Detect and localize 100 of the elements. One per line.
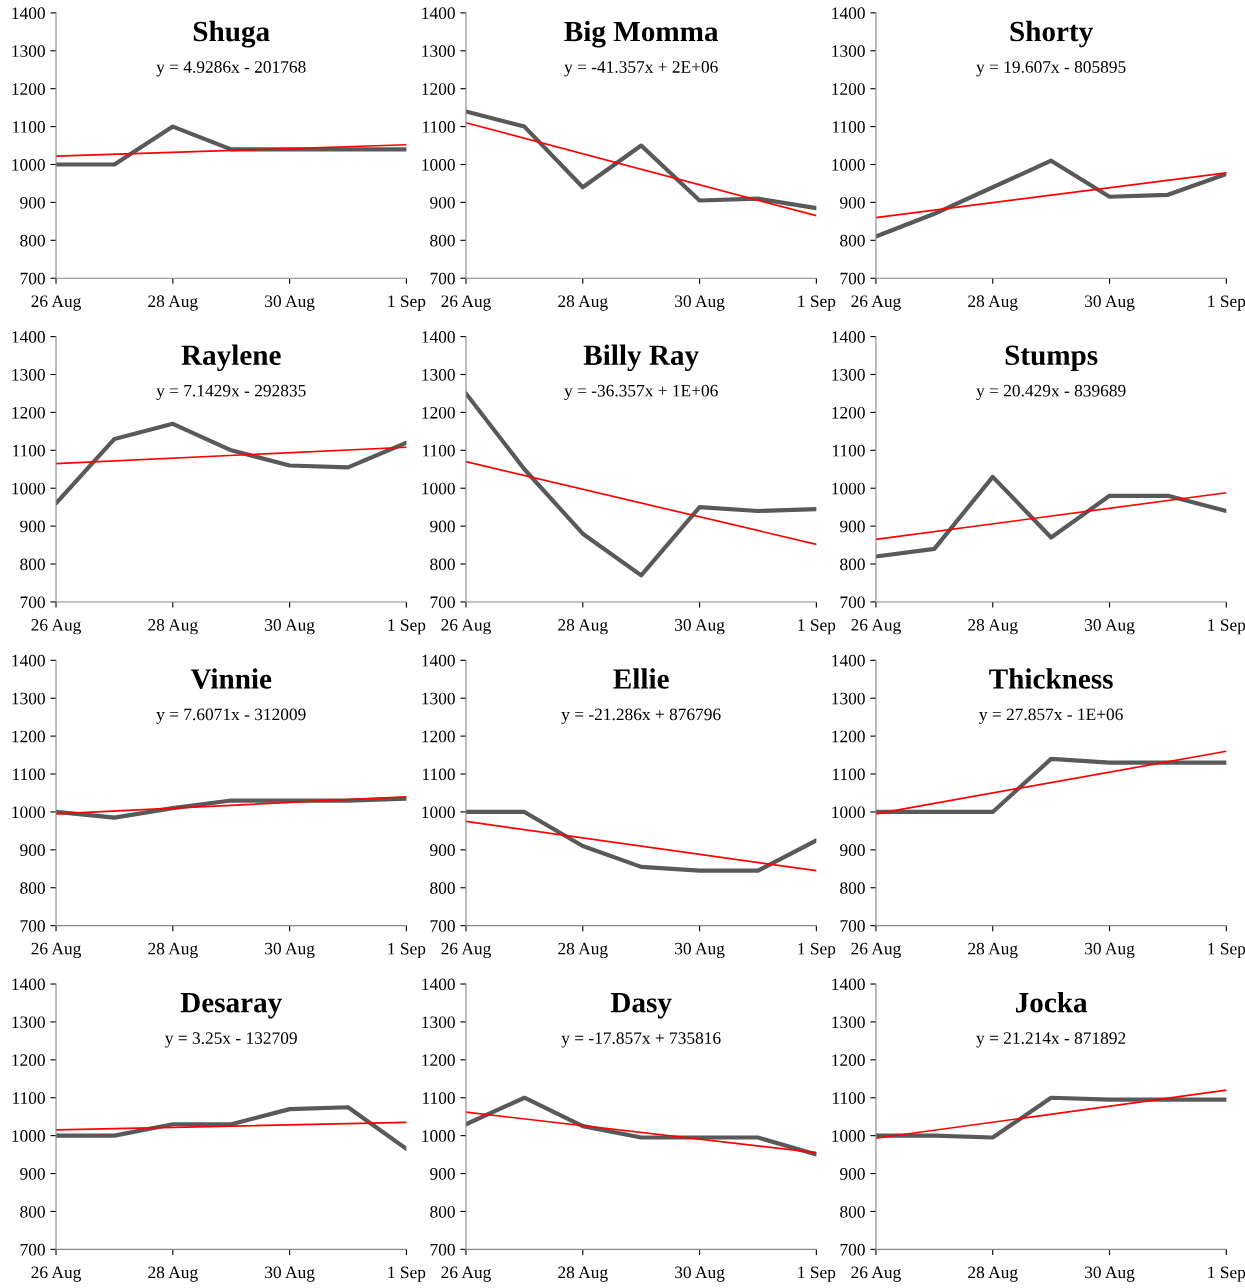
y-tick-label: 1300 xyxy=(12,45,45,57)
y-tick-label: 700 xyxy=(20,596,45,609)
y-tick-label: 800 xyxy=(840,234,865,247)
line-series xyxy=(56,421,407,506)
y-tick-label: 1000 xyxy=(12,1130,45,1142)
y-tick-label: 1000 xyxy=(422,1130,455,1142)
y-tick-label: 700 xyxy=(20,920,45,932)
y-tick-label: 900 xyxy=(430,520,455,533)
x-tick-label: 26 Aug xyxy=(441,619,491,635)
y-tick-label: 1100 xyxy=(832,768,865,781)
x-tick-label: 30 Aug xyxy=(1085,1266,1135,1282)
y-tick-label: 1200 xyxy=(12,730,45,743)
y-tick-label: 700 xyxy=(20,1243,45,1256)
x-tick-label: 28 Aug xyxy=(558,295,608,311)
y-tick-label: 1100 xyxy=(423,1092,455,1104)
y-tick-label: 1300 xyxy=(422,692,455,705)
annotation: y = 19.607x - 805895 xyxy=(976,61,1126,77)
x-tick-label: 28 Aug xyxy=(558,1266,608,1282)
x-tick-label: 26 Aug xyxy=(31,619,82,635)
x-tick-label: 26 Aug xyxy=(851,619,901,635)
y-tick-label: 1400 xyxy=(12,978,45,991)
y-tick-label: 1300 xyxy=(832,1016,865,1029)
y-tick-label: 900 xyxy=(840,520,865,533)
x-tick-label: 1 Sep xyxy=(798,619,836,635)
annotation: y = -17.857x + 735816 xyxy=(561,1032,721,1048)
y-tick-label: 1400 xyxy=(422,331,455,343)
chart-title: Jocka xyxy=(1015,991,1088,1013)
x-tick-label: 28 Aug xyxy=(148,295,198,311)
y-tick-label: 1400 xyxy=(832,978,865,991)
x-tick-label: 1 Sep xyxy=(798,942,836,959)
y-tick-label: 1100 xyxy=(832,444,865,457)
y-tick-label: 900 xyxy=(20,1168,45,1180)
y-tick-label: 800 xyxy=(840,558,865,571)
y-tick-label: 1100 xyxy=(423,768,455,781)
x-tick-label: 28 Aug xyxy=(148,1266,198,1282)
y-tick-label: 1100 xyxy=(13,1092,45,1104)
y-tick-label: 1400 xyxy=(832,331,865,343)
x-tick-label: 28 Aug xyxy=(558,619,608,635)
y-tick-label: 1300 xyxy=(832,692,865,705)
y-tick-label: 1000 xyxy=(832,1130,865,1142)
y-tick-label: 800 xyxy=(20,1205,45,1218)
y-tick-label: 900 xyxy=(430,1168,455,1180)
y-tick-label: 1300 xyxy=(422,45,455,57)
x-tick-label: 30 Aug xyxy=(265,942,315,959)
y-tick-label: 800 xyxy=(840,882,865,894)
x-tick-label: 26 Aug xyxy=(851,942,901,959)
y-tick-label: 1400 xyxy=(422,7,455,20)
y-tick-label: 1000 xyxy=(422,806,455,819)
x-tick-label: 28 Aug xyxy=(968,295,1018,311)
y-tick-label: 900 xyxy=(20,844,45,857)
y-tick-label: 800 xyxy=(430,882,455,894)
y-tick-label: 1200 xyxy=(832,83,865,95)
x-tick-label: 1 Sep xyxy=(388,942,426,959)
y-tick-label: 1200 xyxy=(832,730,865,743)
y-tick-label: 700 xyxy=(20,272,45,285)
y-tick-label: 1300 xyxy=(832,45,865,57)
x-tick-label: 30 Aug xyxy=(265,619,315,635)
line-series xyxy=(465,1095,817,1157)
y-tick-label: 1100 xyxy=(423,121,455,133)
y-tick-label: 1100 xyxy=(423,444,455,457)
y-tick-label: 700 xyxy=(840,920,865,932)
x-tick-label: 26 Aug xyxy=(31,295,82,311)
x-tick-label: 1 Sep xyxy=(388,1266,426,1282)
y-tick-label: 900 xyxy=(430,844,455,857)
chart-title: Shuga xyxy=(193,20,270,48)
x-tick-label: 1 Sep xyxy=(1208,1266,1245,1282)
y-tick-label: 800 xyxy=(430,1205,455,1218)
y-tick-label: 1200 xyxy=(422,83,455,95)
x-tick-label: 30 Aug xyxy=(675,1266,725,1282)
x-tick-label: 28 Aug xyxy=(148,619,198,635)
annotation: y = 20.429x - 839689 xyxy=(976,384,1126,401)
y-tick-label: 1400 xyxy=(12,654,45,667)
chart-title: Stumps xyxy=(1005,345,1098,371)
y-tick-label: 1000 xyxy=(832,482,865,495)
x-tick-label: 30 Aug xyxy=(675,942,725,959)
x-tick-label: 26 Aug xyxy=(31,942,82,959)
x-tick-label: 1 Sep xyxy=(1208,295,1245,311)
y-tick-label: 1400 xyxy=(12,331,45,343)
y-tick-label: 900 xyxy=(20,520,45,533)
y-tick-label: 800 xyxy=(20,558,45,571)
x-tick-label: 28 Aug xyxy=(558,942,608,959)
chart-title: Thickness xyxy=(989,668,1113,689)
x-tick-label: 30 Aug xyxy=(675,619,725,635)
y-tick-label: 1100 xyxy=(832,121,865,133)
annotation: y = -21.286x + 876796 xyxy=(561,708,721,724)
y-tick-label: 800 xyxy=(20,882,45,894)
x-tick-label: 28 Aug xyxy=(148,942,198,959)
x-tick-label: 26 Aug xyxy=(441,942,491,959)
x-tick-label: 1 Sep xyxy=(1208,619,1245,635)
annotation: y = 27.857x - 1E+06 xyxy=(979,708,1123,724)
y-tick-label: 1300 xyxy=(832,368,865,381)
y-tick-label: 800 xyxy=(430,558,455,571)
y-tick-label: 1000 xyxy=(422,482,455,495)
chart-title: Shorty xyxy=(1010,20,1093,48)
annotation: y = 7.1429x - 292835 xyxy=(156,384,306,401)
y-tick-label: 1400 xyxy=(422,978,455,991)
y-tick-label: 1200 xyxy=(832,406,865,419)
chart-title: Billy Ray xyxy=(583,344,699,372)
x-tick-label: 1 Sep xyxy=(388,619,426,635)
x-tick-label: 28 Aug xyxy=(968,1266,1018,1282)
